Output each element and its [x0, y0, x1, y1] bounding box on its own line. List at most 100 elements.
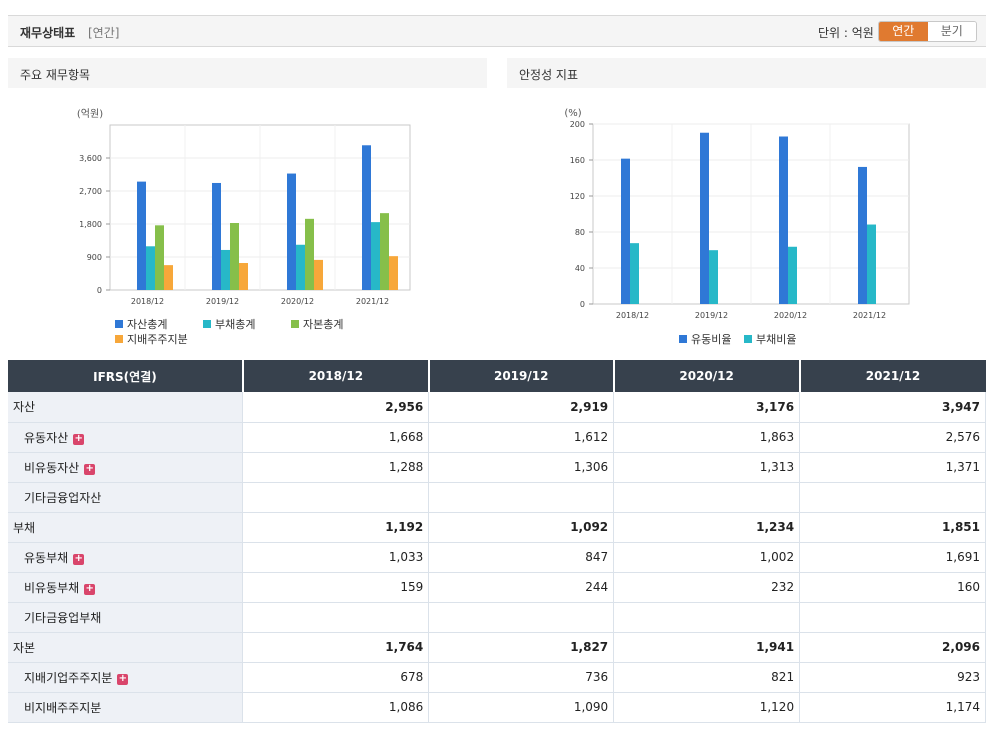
expand-icon[interactable]: + [73, 552, 85, 565]
bar-0 [779, 136, 788, 304]
table-cell: 2,576 [799, 422, 986, 453]
table-cell: 923 [799, 662, 986, 693]
table-cell: 1,033 [242, 542, 430, 573]
legend-debt-ratio-label: 부채비율 [756, 333, 797, 346]
table-cell: 1,668 [242, 422, 430, 453]
row-label: 비유동자산 [24, 460, 80, 475]
table-cell: 1,120 [613, 692, 801, 723]
table-row: 비유동자산 + 1,288 1,306 1,313 1,371 [8, 452, 986, 483]
bar-1 [788, 246, 797, 304]
legend-current-ratio: 유동비율 [679, 331, 731, 347]
table-cell: 1,612 [428, 422, 615, 453]
bar-3 [164, 265, 173, 290]
y-tick-label: 1,800 [79, 220, 102, 229]
bar-1 [709, 250, 718, 304]
main-items-title: 주요 재무항목 [20, 68, 91, 82]
balance-sheet-table: IFRS(연결) 2018/12 2019/12 2020/12 2021/12… [8, 360, 986, 723]
bar-1 [371, 222, 380, 290]
y-tick-label: 900 [87, 253, 102, 262]
quarter-toggle-button[interactable]: 분기 [927, 22, 976, 41]
bar-3 [314, 259, 323, 290]
column-header: 2020/12 [613, 360, 801, 392]
stability-chart-area: (%) 0 40 80 120 160 200 2018/12 2019/12 2020/12 20… [507, 88, 986, 357]
table-cell: 1,174 [799, 692, 986, 723]
expand-icon[interactable]: + [117, 672, 129, 685]
bar-2 [380, 213, 389, 290]
legend-liability-label: 부채총계 [215, 318, 256, 331]
bar-0 [858, 166, 867, 304]
x-tick-label: 2020/12 [774, 311, 807, 320]
legend-liability: 부채총계 [203, 316, 255, 332]
table-cell: 2,956 [242, 392, 430, 423]
table-cell: 1,306 [428, 452, 615, 483]
table-cell: 2,096 [799, 632, 986, 663]
row-label: 부채 [8, 512, 244, 543]
table-cell: 1,002 [613, 542, 801, 573]
bar-1 [146, 246, 155, 290]
table-cell: 1,371 [799, 452, 986, 483]
row-label: 비지배주주지분 [8, 692, 244, 723]
table-cell: 1,863 [613, 422, 801, 453]
table-cell [613, 602, 801, 633]
period-label: [연간] [88, 26, 120, 40]
table-row: 부채 1,192 1,092 1,234 1,851 [8, 512, 986, 543]
table-cell: 1,313 [613, 452, 801, 483]
table-cell: 1,192 [242, 512, 430, 543]
row-label: 자산 [8, 392, 244, 423]
legend-capital-label: 자본총계 [303, 318, 344, 331]
row-label: 유동부채 [24, 550, 69, 565]
legend-controlling: 지배주주지분 [115, 331, 188, 347]
statement-header: 재무상태표 [연간] 단위 : 억원 연간 분기 [8, 15, 986, 47]
table-cell: 1,234 [613, 512, 801, 543]
table-cell: 1,851 [799, 512, 986, 543]
table-cell: 847 [428, 542, 615, 573]
table-cell [428, 482, 615, 513]
y-axis-unit-label: (억원) [77, 108, 103, 120]
row-label: 비유동부채 [24, 580, 80, 595]
table-row: 자본 1,764 1,827 1,941 2,096 [8, 632, 986, 663]
expand-icon[interactable]: + [73, 432, 85, 445]
table-cell [613, 482, 801, 513]
x-tick-label: 2020/12 [281, 297, 314, 306]
row-label-cell: 비유동자산 + [8, 452, 244, 483]
table-header-row: IFRS(연결) 2018/12 2019/12 2020/12 2021/12 [8, 360, 986, 392]
table-cell: 1,090 [428, 692, 615, 723]
y-tick-label: 0 [580, 300, 585, 309]
bar-2 [155, 225, 164, 290]
table-row: 유동부채 + 1,033 847 1,002 1,691 [8, 542, 986, 573]
x-tick-label: 2019/12 [695, 311, 728, 320]
stability-chart: (%) 0 40 80 120 160 200 2018/12 2019/12 2020/12 20… [564, 108, 910, 320]
legend-asset-label: 자산총계 [127, 318, 168, 331]
table-cell: 160 [799, 572, 986, 603]
table-cell: 244 [428, 572, 615, 603]
bar-1 [867, 224, 876, 304]
y-tick-label: 3,600 [79, 154, 102, 163]
y-tick-label: 2,700 [79, 187, 102, 196]
stability-panel: 안정성 지표 (%) 0 40 80 120 160 200 2018/12 2019/12 20… [507, 58, 986, 357]
table-cell [242, 482, 430, 513]
row-label: 유동자산 [24, 430, 69, 445]
table-row: 기타금융업부채 [8, 602, 986, 633]
x-tick-label: 2018/12 [616, 311, 649, 320]
expand-icon[interactable]: + [84, 582, 96, 595]
y-tick-label: 200 [570, 120, 585, 129]
bar-1 [221, 249, 230, 290]
row-label: 자본 [8, 632, 244, 663]
main-items-panel: 주요 재무항목 (억원) 0 900 1,800 2,700 3,600 2018/12 20… [8, 58, 487, 357]
y-axis-unit-label: (%) [564, 108, 581, 119]
row-label-cell: 유동자산 + [8, 422, 244, 453]
expand-icon[interactable]: + [84, 462, 96, 475]
row-label: 기타금융업자산 [8, 482, 244, 513]
legend-asset: 자산총계 [115, 316, 167, 332]
y-tick-label: 160 [570, 156, 585, 165]
bar-0 [137, 181, 146, 290]
row-label-cell: 유동부채 + [8, 542, 244, 573]
bar-0 [287, 173, 296, 290]
main-items-chart-area: (억원) 0 900 1,800 2,700 3,600 2018/12 2019/12 202… [8, 88, 487, 357]
annual-toggle-button[interactable]: 연간 [879, 22, 928, 41]
table-cell: 821 [613, 662, 801, 693]
column-header: 2018/12 [242, 360, 430, 392]
stability-title: 안정성 지표 [519, 68, 579, 82]
table-cell: 3,947 [799, 392, 986, 423]
legend-capital: 자본총계 [291, 316, 343, 332]
